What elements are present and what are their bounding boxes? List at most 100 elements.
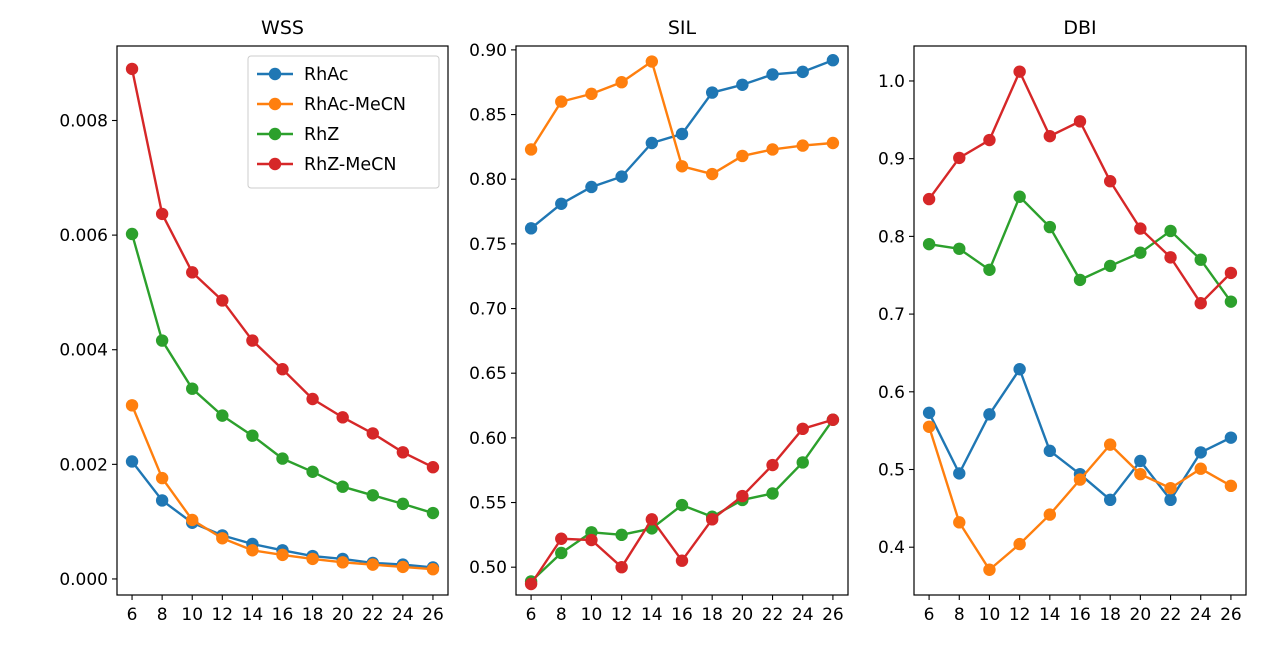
- sil-series-3-point: [736, 489, 749, 503]
- wss-rhac-mecn-point: [216, 532, 229, 545]
- wss-rhac-point: [155, 494, 169, 507]
- sil-series-3-point: [766, 458, 779, 472]
- sil-x-tick-label: 24: [792, 605, 814, 625]
- wss-rhz-mecn-point: [396, 446, 410, 459]
- dbi-series-0-point: [1103, 493, 1117, 507]
- wss-y-tick-label: 0.008: [59, 111, 108, 131]
- sil-series-0-point: [675, 127, 689, 141]
- wss-rhac-mecn-point: [276, 548, 289, 562]
- wss-rhac-mecn-point: [336, 556, 349, 569]
- dbi-series-1-point: [1224, 479, 1238, 493]
- wss-x-tick-label: 22: [362, 605, 384, 625]
- wss-rhz-mecn-point: [125, 62, 139, 76]
- dbi-series-3-point: [1043, 129, 1057, 143]
- sil-series-0-point: [524, 222, 538, 235]
- wss-panel: WSS 6 8 10 12 14 16 18 20 22 24 26 0.000 0.002 0.004 0.…: [59, 17, 449, 625]
- dbi-x-tick-label: 10: [979, 605, 1001, 625]
- sil-series-1-point: [524, 143, 538, 156]
- dbi-series-1-point: [1013, 537, 1026, 551]
- sil-y-tick-label: 0.75: [469, 235, 507, 255]
- sil-x-tick-label: 8: [556, 605, 567, 625]
- dbi-y-tick-label: 1.0: [878, 72, 905, 92]
- wss-rhz-mecn-point: [426, 461, 440, 474]
- dbi-x-tick-label: 22: [1160, 605, 1182, 625]
- wss-x-tick-label: 14: [242, 605, 264, 625]
- sil-y-tick-label: 0.60: [469, 429, 507, 449]
- dbi-title: DBI: [1063, 17, 1096, 39]
- dbi-series-2-point: [1073, 273, 1087, 287]
- sil-y-tick-label: 0.85: [469, 106, 507, 126]
- dbi-x-tick-label: 8: [954, 605, 965, 625]
- sil-x-tick-label: 6: [526, 605, 537, 625]
- sil-series-1-point: [615, 76, 628, 89]
- dbi-series-0-point: [1194, 446, 1207, 459]
- wss-y-tick-label: 0.006: [59, 226, 108, 246]
- dbi-series-2-point: [922, 237, 936, 251]
- wss-rhac-mecn-point: [306, 552, 319, 566]
- sil-series-2-point: [555, 546, 568, 560]
- wss-rhz-mecn-point: [306, 392, 319, 406]
- sil-series-3-point: [645, 513, 659, 526]
- wss-y-tick-label: 0.004: [59, 341, 108, 361]
- sil-axes-frame: [515, 45, 849, 596]
- wss-rhz-mecn-point: [216, 294, 229, 307]
- sil-series-2-point: [675, 498, 689, 512]
- wss-rhz-point: [426, 506, 440, 520]
- wss-rhac-mecn-point: [155, 471, 169, 485]
- dbi-series-3-point: [1103, 175, 1117, 188]
- sil-x-tick-label: 12: [611, 605, 633, 625]
- wss-rhz-mecn-point: [246, 334, 259, 347]
- dbi-x-tick-label: 18: [1099, 605, 1121, 625]
- dbi-series-1-point: [922, 420, 936, 433]
- sil-series-1-point: [766, 143, 779, 156]
- wss-rhz-point: [155, 334, 169, 347]
- wss-rhz-point: [366, 489, 379, 502]
- wss-x-tick-label: 26: [422, 605, 444, 625]
- dbi-series-0-point: [1134, 454, 1147, 468]
- wss-rhac-mecn-point: [396, 560, 410, 574]
- wss-x-tick-label: 16: [272, 605, 294, 625]
- sil-series-3-point: [524, 577, 538, 591]
- sil-panel: SIL 6 8 10 12 14 16 18 20 22 24 26 0.50 0.55 0.60 0.65 0…: [469, 17, 849, 625]
- dbi-x-tick-label: 20: [1130, 605, 1152, 625]
- dbi-series-2-point: [1043, 220, 1057, 234]
- wss-rhz-mecn-point: [336, 411, 349, 424]
- sil-x-tick-label: 18: [701, 605, 723, 625]
- sil-y-tick-label: 0.55: [469, 494, 507, 514]
- dbi-series-3-point: [1194, 297, 1207, 310]
- dbi-series-0-point: [1224, 431, 1238, 444]
- sil-title: SIL: [668, 17, 697, 39]
- dbi-series-2-point: [1013, 190, 1026, 203]
- dbi-axes-frame: [913, 45, 1247, 596]
- sil-x-tick-label: 16: [671, 605, 693, 625]
- dbi-series-3-point: [953, 151, 966, 165]
- legend-rhz-label: RhZ: [304, 125, 339, 145]
- wss-rhac-mecn-point: [186, 513, 199, 527]
- dbi-series-1-point: [983, 563, 996, 576]
- sil-series-1-point: [736, 149, 749, 163]
- sil-series-3-point: [585, 533, 598, 547]
- sil-series-3-point: [705, 513, 719, 526]
- wss-rhz-mecn-point: [155, 207, 169, 221]
- legend-rhac-marker: [268, 67, 282, 81]
- sil-series-3-point: [826, 413, 840, 426]
- dbi-series-0-point: [1164, 493, 1177, 507]
- dbi-series-1-point: [953, 516, 966, 529]
- sil-y-tick-label: 0.80: [469, 170, 507, 190]
- wss-x-tick-label: 24: [392, 605, 414, 625]
- dbi-series-3-point: [1073, 115, 1087, 128]
- sil-series-2-point: [796, 456, 809, 469]
- sil-x-tick-label: 10: [581, 605, 603, 625]
- sil-series-3-point: [796, 422, 809, 436]
- wss-rhz-point: [216, 409, 229, 422]
- dbi-series-3-point: [1013, 65, 1026, 78]
- sil-series-0-point: [826, 54, 840, 67]
- dbi-series-3-point: [1224, 266, 1238, 280]
- dbi-series-1-point: [1134, 467, 1147, 481]
- dbi-series-1-point: [1194, 462, 1207, 475]
- dbi-series-1-point: [1043, 508, 1057, 521]
- sil-series-1-point: [645, 55, 659, 68]
- wss-y-tick-label: 0.000: [59, 570, 108, 590]
- legend-rhac-mecn-marker: [268, 97, 282, 111]
